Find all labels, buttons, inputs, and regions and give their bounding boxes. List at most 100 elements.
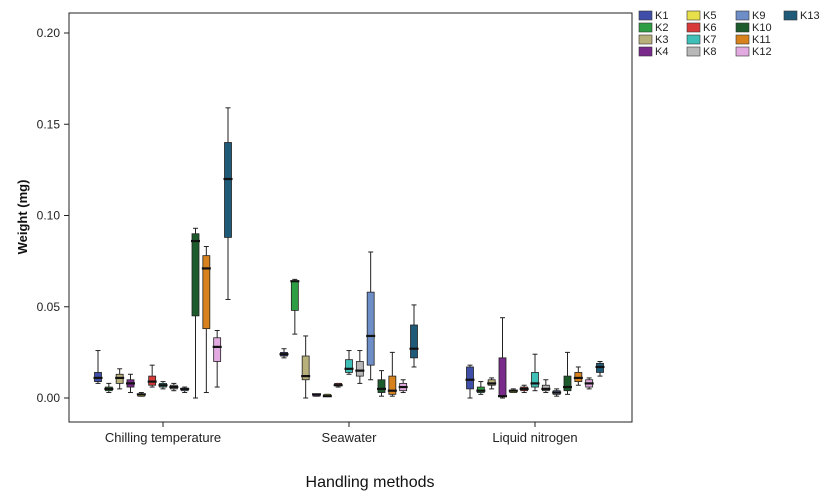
box-body	[388, 375, 397, 395]
y-tick-label: 0.10	[37, 209, 61, 223]
box-body	[531, 372, 539, 388]
legend-label: K11	[752, 34, 771, 46]
box-k7-3	[530, 353, 540, 392]
x-tick-label: Seawater	[322, 430, 378, 445]
x-tick-label: Chilling temperature	[105, 430, 221, 445]
box-k8-2	[355, 350, 365, 384]
box-body	[355, 361, 364, 377]
box-body	[410, 324, 418, 359]
y-tick-label: 0.20	[37, 26, 61, 40]
x-axis: Chilling temperature Seawater Liquid nitro…	[105, 422, 578, 445]
box-k10-1	[191, 227, 200, 399]
box-k13-3	[595, 361, 605, 377]
legend-item-k1: K1	[638, 10, 668, 22]
box-k4-2	[312, 393, 321, 397]
legend-item-k12: K12	[735, 46, 772, 58]
box-k1-2	[279, 348, 289, 359]
legend-label: K4	[655, 46, 668, 58]
legend-item-k9: K9	[735, 10, 765, 22]
box-k1-3	[465, 364, 475, 399]
box-body	[191, 233, 200, 317]
box-k8-3	[541, 379, 551, 394]
box-k3-2	[301, 335, 311, 399]
box-k8-1	[169, 382, 179, 392]
legend-swatch	[783, 10, 798, 21]
legend-label: K6	[703, 22, 716, 34]
legend-item-k6: K6	[686, 22, 716, 34]
box-k9-3	[552, 388, 562, 397]
legend-swatch	[638, 46, 653, 57]
box-k13-1	[223, 107, 233, 300]
legend-swatch	[686, 34, 701, 45]
box-body	[290, 280, 299, 311]
y-axis-label: Weight (mg)	[15, 180, 30, 255]
box-body	[202, 255, 211, 330]
box-k13-2	[409, 304, 419, 368]
legend-item-k13: K13	[783, 10, 820, 22]
legend-swatch	[638, 34, 653, 45]
legend-item-k5: K5	[686, 10, 716, 22]
box-k3-1	[115, 368, 125, 390]
box-k12-3	[584, 377, 594, 390]
box-k10-3	[563, 351, 572, 395]
legend-item-k8: K8	[686, 46, 716, 58]
box-k6-1	[147, 364, 157, 388]
box-body	[301, 355, 310, 381]
plot-frame	[68, 12, 633, 423]
box-k4-1	[126, 373, 135, 394]
box-k1-1	[93, 350, 103, 384]
box-marks	[93, 107, 605, 399]
box-k9-1	[180, 386, 190, 394]
box-k7-2	[344, 350, 354, 375]
box-k6-2	[333, 382, 343, 388]
legend-item-k4: K4	[638, 46, 668, 58]
box-body	[377, 379, 386, 393]
box-k11-3	[573, 366, 583, 386]
box-body	[345, 359, 353, 373]
box-k3-3	[487, 377, 497, 390]
box-body	[466, 366, 474, 390]
box-k12-2	[398, 379, 408, 394]
box-body	[213, 337, 222, 362]
box-k12-1	[212, 329, 222, 388]
legend-label: K10	[752, 22, 772, 34]
legend-item-k2: K2	[638, 22, 668, 34]
box-k2-1	[104, 382, 114, 394]
legend-label: K1	[655, 10, 668, 22]
legend-swatch	[638, 22, 653, 33]
box-body	[563, 375, 572, 392]
legend-item-k11: K11	[735, 34, 771, 46]
legend-item-k7: K7	[686, 34, 716, 46]
legend-item-k10: K10	[735, 22, 772, 34]
legend-swatch	[735, 22, 750, 33]
legend-label: K2	[655, 22, 668, 34]
legend-swatch	[735, 46, 750, 57]
box-k5-2	[322, 393, 332, 398]
legend-swatch	[735, 34, 750, 45]
box-k5-1	[136, 392, 146, 397]
box-k4-3	[498, 317, 507, 399]
legend-label: K13	[800, 10, 820, 22]
x-axis-label: Handling methods	[306, 474, 435, 491]
legend-label: K7	[703, 34, 716, 46]
legend-swatch	[686, 10, 701, 21]
legend-label: K9	[752, 10, 765, 22]
y-tick-label: 0.15	[37, 117, 61, 131]
legend-label: K3	[655, 34, 668, 46]
legend-item-k3: K3	[638, 34, 668, 46]
box-body	[224, 142, 232, 238]
box-k2-2	[290, 278, 300, 335]
y-axis: 0.00 0.05 0.10 0.15 0.20	[37, 26, 69, 405]
legend-label: K12	[752, 46, 772, 58]
box-k5-3	[508, 388, 518, 394]
box-k9-2	[366, 251, 376, 381]
box-body	[366, 291, 375, 366]
box-k7-1	[158, 381, 168, 390]
box-k10-2	[377, 370, 386, 397]
y-tick-label: 0.00	[37, 391, 61, 405]
box-k6-3	[519, 384, 529, 394]
box-body	[498, 357, 507, 397]
y-tick-label: 0.05	[37, 300, 61, 314]
